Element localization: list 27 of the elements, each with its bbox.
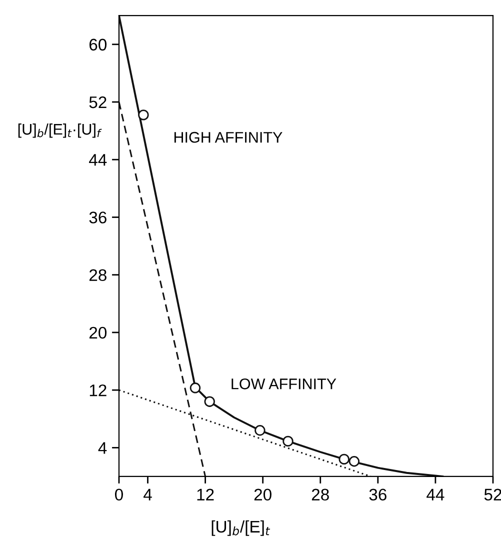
y-tick-label: 60 xyxy=(89,38,107,51)
y-tick-label: 44 xyxy=(89,154,107,166)
point xyxy=(204,396,215,407)
y-axis-title: [U]$_{b}$/[E]$_{t}$·[U]$_{f}$ xyxy=(18,123,102,138)
x-tick-label: 28 xyxy=(312,488,329,501)
point xyxy=(190,382,201,394)
y-tick-label: 12 xyxy=(90,384,106,396)
point xyxy=(254,425,266,436)
x-tick-label: 36 xyxy=(369,488,386,501)
x-axis-title: [U]$_{b}$/[E]$_{t}$ xyxy=(212,520,270,536)
point xyxy=(138,110,149,120)
y-tick-label: 4 xyxy=(98,442,107,454)
y-tick-label: 52 xyxy=(89,96,106,108)
point xyxy=(348,456,360,467)
x-tick-label: 44 xyxy=(426,488,444,500)
x-tick-label: 20 xyxy=(254,488,272,501)
x-tick-label: 0 xyxy=(115,488,123,501)
y-tick-label: 20 xyxy=(89,326,107,339)
point xyxy=(282,436,294,447)
y-tick-label: 36 xyxy=(89,212,106,224)
x-tick-label: 12 xyxy=(197,488,214,500)
annotation: LOW AFFINITY xyxy=(232,378,336,390)
annotation: HIGH AFFINITY xyxy=(174,132,282,143)
x-tick-label: 4 xyxy=(144,488,152,500)
point xyxy=(338,454,350,465)
x-tick-label: 52 xyxy=(484,488,501,501)
y-tick-label: 28 xyxy=(89,269,106,282)
